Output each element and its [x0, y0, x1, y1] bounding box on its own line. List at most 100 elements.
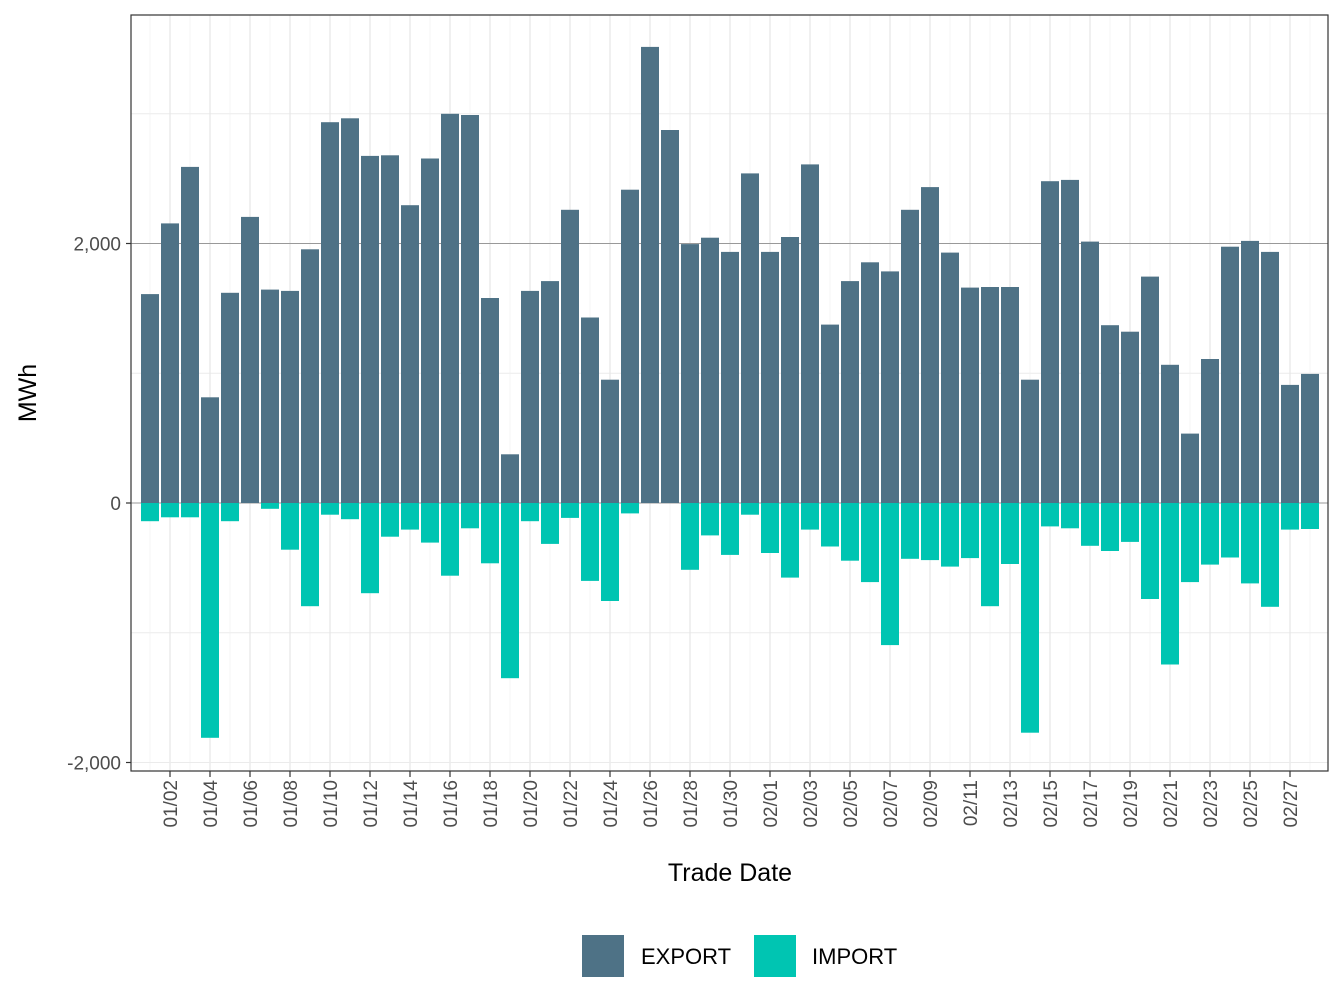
- x-tick-label: 01/16: [441, 780, 462, 828]
- bar-export-01-15: [421, 158, 439, 503]
- x-tick-label: 01/30: [721, 780, 742, 828]
- x-tick-label: 01/12: [361, 780, 382, 828]
- x-axis-title: Trade Date: [668, 859, 792, 887]
- bar-export-01-11: [341, 118, 359, 504]
- bar-export-01-27: [661, 130, 679, 503]
- bar-import-01-31: [741, 503, 759, 515]
- bar-export-02-05: [841, 281, 859, 503]
- bar-export-02-24: [1221, 246, 1239, 503]
- bar-import-02-04: [821, 503, 839, 547]
- bar-import-01-25: [621, 503, 639, 514]
- bar-export-01-06: [241, 216, 259, 503]
- bar-export-02-11: [961, 287, 979, 503]
- legend: EXPORT IMPORT: [582, 935, 897, 977]
- bar-import-01-13: [381, 503, 399, 537]
- bar-export-02-07: [881, 271, 899, 503]
- bar-import-02-11: [961, 503, 979, 559]
- bar-export-01-19: [501, 454, 519, 503]
- bar-export-02-14: [1021, 379, 1039, 503]
- x-tick-label: 01/20: [521, 780, 542, 828]
- bar-export-02-19: [1121, 331, 1139, 503]
- bar-export-02-06: [861, 262, 879, 503]
- x-tick-label: 02/27: [1281, 780, 1302, 828]
- bar-export-01-30: [721, 251, 739, 503]
- bar-import-02-22: [1181, 503, 1199, 583]
- bar-import-01-14: [401, 503, 419, 530]
- x-tick-label: 02/07: [881, 780, 902, 828]
- x-tick-label: 01/04: [201, 780, 222, 828]
- bar-import-01-24: [601, 503, 619, 601]
- bar-import-02-16: [1061, 503, 1079, 529]
- x-tick-label: 01/10: [321, 780, 342, 828]
- bar-import-02-02: [781, 503, 799, 578]
- bar-import-01-04: [201, 503, 219, 738]
- x-tick-label: 02/25: [1241, 780, 1262, 828]
- bar-export-02-03: [801, 164, 819, 503]
- x-tick-label: 01/24: [601, 780, 622, 828]
- bar-export-01-18: [481, 298, 499, 503]
- bar-import-02-15: [1041, 503, 1059, 527]
- bar-export-01-29: [701, 237, 719, 503]
- bar-import-02-27: [1281, 503, 1299, 530]
- x-tick-label: 01/02: [161, 780, 182, 828]
- bar-import-02-01: [761, 503, 779, 553]
- bar-import-01-28: [681, 503, 699, 570]
- bar-import-02-18: [1101, 503, 1119, 551]
- bar-export-01-23: [581, 317, 599, 503]
- bar-export-01-09: [301, 249, 319, 503]
- x-tick-label: 01/28: [681, 780, 702, 828]
- bar-import-02-03: [801, 503, 819, 530]
- y-tick-label: -2,000: [67, 754, 121, 775]
- legend-label-import: IMPORT: [812, 944, 897, 969]
- bar-export-01-03: [181, 166, 199, 503]
- bar-export-01-10: [321, 122, 339, 503]
- legend-key-export: [582, 935, 624, 977]
- x-tick-label: 01/18: [481, 780, 502, 828]
- bar-export-01-20: [521, 290, 539, 503]
- bar-import-02-24: [1221, 503, 1239, 558]
- bar-export-01-17: [461, 115, 479, 503]
- bar-import-02-05: [841, 503, 859, 561]
- bar-import-01-02: [161, 503, 179, 518]
- bar-export-02-12: [981, 287, 999, 503]
- bar-export-02-20: [1141, 276, 1159, 503]
- bar-import-02-23: [1201, 503, 1219, 565]
- x-tick-label: 02/05: [841, 780, 862, 828]
- bar-export-02-04: [821, 324, 839, 503]
- bar-export-01-08: [281, 290, 299, 503]
- bar-import-01-20: [521, 503, 539, 522]
- bar-export-01-07: [261, 289, 279, 503]
- bar-export-01-24: [601, 379, 619, 503]
- bar-export-02-01: [761, 251, 779, 503]
- x-tick-label: 02/13: [1001, 780, 1022, 828]
- bar-export-02-21: [1161, 364, 1179, 503]
- bar-import-02-10: [941, 503, 959, 567]
- bar-export-01-01: [141, 294, 159, 503]
- bar-export-02-22: [1181, 433, 1199, 503]
- bar-import-02-25: [1241, 503, 1259, 584]
- bar-import-02-26: [1261, 503, 1279, 607]
- bar-import-01-22: [561, 503, 579, 518]
- bar-export-02-10: [941, 252, 959, 503]
- x-tick-label: 02/23: [1201, 780, 1222, 828]
- x-tick-label: 02/03: [801, 780, 822, 828]
- bar-import-01-19: [501, 503, 519, 679]
- bar-import-01-17: [461, 503, 479, 529]
- bar-import-02-08: [901, 503, 919, 559]
- bar-export-02-23: [1201, 359, 1219, 503]
- bar-export-01-31: [741, 173, 759, 503]
- bar-export-02-13: [1001, 287, 1019, 503]
- bar-export-01-16: [441, 113, 459, 504]
- x-tick-label: 02/19: [1121, 780, 1142, 828]
- bar-export-02-25: [1241, 240, 1259, 503]
- bar-import-01-23: [581, 503, 599, 581]
- bar-import-02-09: [921, 503, 939, 561]
- bar-import-02-06: [861, 503, 879, 583]
- bar-export-01-28: [681, 244, 699, 503]
- bar-import-01-10: [321, 503, 339, 515]
- x-tick-label: 02/21: [1161, 780, 1182, 828]
- x-tick-label: 02/15: [1041, 780, 1062, 828]
- x-tick-label: 01/26: [641, 780, 662, 828]
- bar-import-01-18: [481, 503, 499, 564]
- bar-import-02-17: [1081, 503, 1099, 546]
